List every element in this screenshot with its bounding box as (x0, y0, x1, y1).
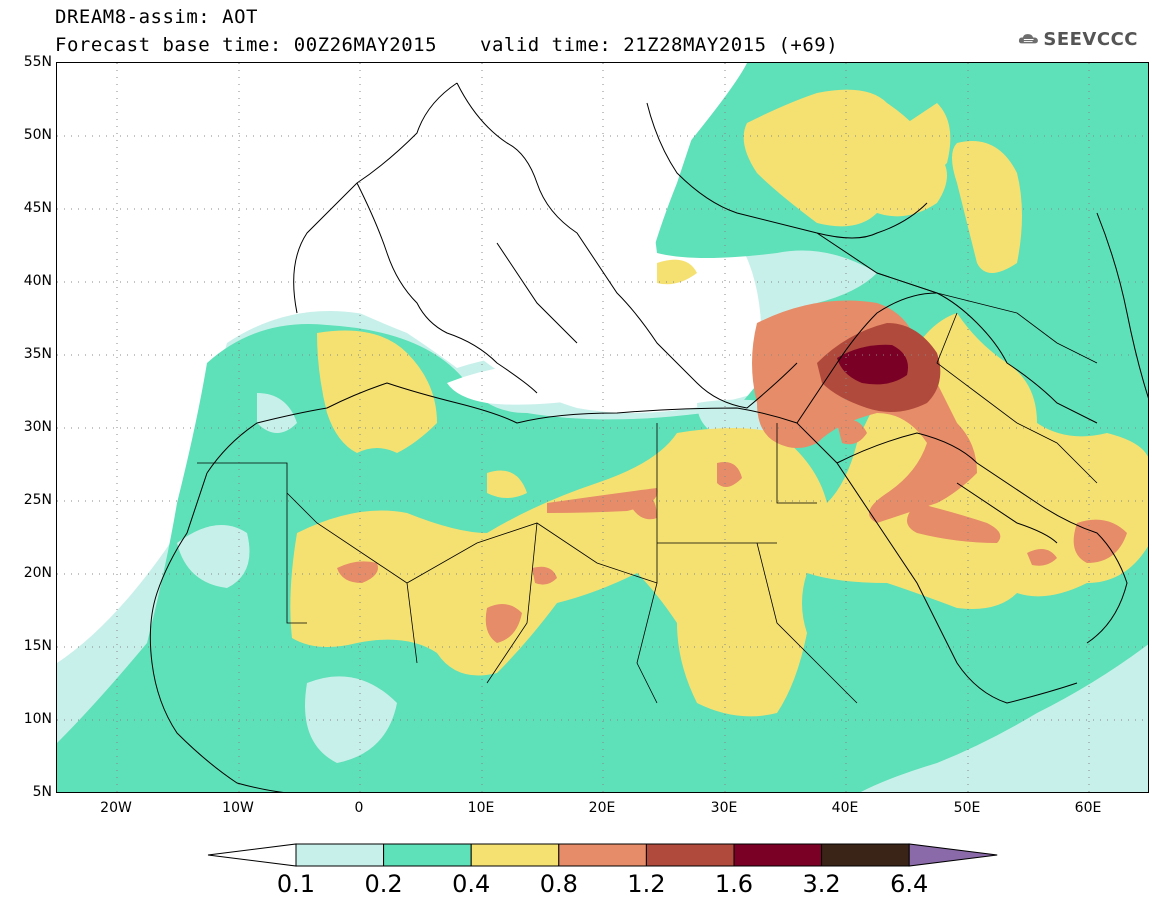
colorbar-label: 1.2 (627, 870, 666, 898)
map-plot (56, 62, 1149, 793)
colorbar-label: 1.6 (714, 870, 754, 898)
borders (197, 272, 1098, 704)
title-valid-time: valid time: 21Z28MAY2015 (+69) (480, 34, 839, 56)
aot-map (57, 63, 1148, 792)
lat-label: 35N (23, 346, 52, 362)
lat-label: 45N (23, 200, 52, 216)
lat-label: 30N (23, 419, 52, 435)
lon-label: 0 (354, 800, 364, 816)
lon-label: 20E (588, 800, 616, 816)
lat-label: 10N (23, 711, 52, 727)
colorbar-segment (733, 843, 823, 867)
colorbar-segment (558, 843, 647, 867)
lon-label: 10E (467, 800, 495, 816)
lat-label: 50N (23, 127, 52, 143)
colorbar-label: 6.4 (890, 870, 929, 898)
colorbar-segment (295, 843, 385, 867)
logo-text: SEEVCCC (1043, 28, 1138, 50)
colorbar-label: 0.4 (452, 870, 491, 898)
colorbar-under-triangle (207, 843, 297, 867)
colorbar-label: 0.1 (276, 870, 316, 898)
lat-label: 40N (23, 273, 52, 289)
lat-label: 15N (23, 638, 52, 654)
lon-label: 40E (831, 800, 859, 816)
lon-label: 60E (1074, 800, 1102, 816)
colorbar-segment (821, 843, 910, 867)
colorbar-segment (645, 843, 735, 867)
colorbar-label: 0.8 (539, 870, 578, 898)
cloud-icon (1018, 34, 1038, 44)
lon-label: 30E (710, 800, 738, 816)
colorbar-segment (470, 843, 560, 867)
coastlines (149, 82, 1148, 792)
colorbar-label: 3.2 (802, 870, 841, 898)
colorbar-label: 0.2 (364, 870, 403, 898)
lat-label: 55N (23, 54, 52, 70)
lat-label: 20N (23, 565, 52, 581)
lon-label: 20W (100, 800, 132, 816)
graticule (57, 63, 1148, 792)
lon-label: 50E (953, 800, 981, 816)
lat-label: 25N (23, 492, 52, 508)
lat-label: 5N (32, 784, 52, 800)
title-base-time: Forecast base time: 00Z26MAY2015 (55, 34, 438, 56)
colorbar-segment (383, 843, 472, 867)
seevccc-logo: SEEVCCC (1018, 24, 1138, 54)
colorbar-over-triangle (908, 843, 998, 867)
lon-label: 10W (222, 800, 254, 816)
title-product: DREAM8-assim: AOT (55, 6, 258, 28)
